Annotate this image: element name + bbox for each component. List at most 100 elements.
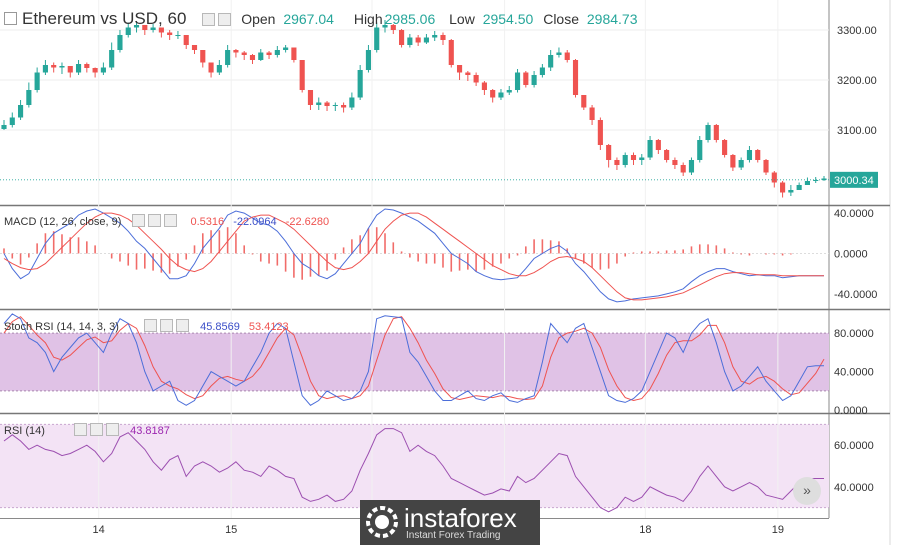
stoch-band (0, 333, 829, 391)
candle-body (365, 50, 372, 70)
candle-body (531, 75, 537, 85)
open-value: 2967.04 (283, 11, 334, 27)
last-price-label: 3000.34 (834, 175, 874, 187)
candle-body (738, 160, 744, 168)
macd-close-icon[interactable] (164, 214, 178, 227)
candle-body (622, 155, 628, 165)
macd-pane (0, 208, 829, 303)
candle-body (109, 50, 115, 68)
candle-body (407, 37, 413, 45)
macd-settings-icon[interactable] (148, 214, 162, 227)
macd-tick-label: 0.0000 (834, 248, 868, 260)
close-label: Close (543, 11, 579, 27)
rsi-pane (3, 428, 824, 513)
candle-body (755, 150, 761, 160)
candle-body (456, 65, 463, 73)
stoch-rsi-pane (3, 313, 825, 406)
stoch-d-value: 53.4123 (248, 321, 289, 333)
high-value: 2985.06 (384, 11, 436, 27)
candle-body (556, 52, 562, 55)
candle-body (274, 50, 280, 55)
candle-body (133, 25, 140, 28)
candle-body (142, 25, 148, 30)
x-tick-label: 18 (639, 524, 651, 536)
candle-body (771, 172, 777, 183)
low-label: Low (449, 11, 475, 27)
macd-tick-label: 40.0000 (834, 208, 874, 220)
symbol-title: Ethereum vs USD, 60 (22, 9, 187, 28)
candle-body (249, 55, 256, 60)
x-tick-label: 19 (772, 524, 784, 536)
candle-body (59, 66, 65, 68)
candle-body (630, 155, 637, 160)
candle-body (722, 140, 728, 155)
rsi-tick-label: 40.0000 (834, 482, 874, 494)
candle-body (804, 181, 811, 185)
candle-body (506, 90, 512, 93)
candle-body (233, 50, 239, 53)
candle-body (423, 37, 429, 43)
candle-body (813, 180, 819, 181)
instaforex-watermark: instaforex Instant Forex Trading (360, 500, 540, 545)
candle-body (42, 65, 48, 73)
rsi-legend: RSI (14) 43.8187 (4, 423, 170, 437)
candle-body (713, 125, 719, 140)
candle-body (324, 102, 330, 106)
candle-body (614, 160, 620, 165)
rsi-settings-icon[interactable] (90, 423, 104, 436)
candle-body (796, 185, 802, 190)
stoch-close-icon[interactable] (176, 319, 190, 332)
close-value: 2984.73 (586, 11, 638, 27)
candle-body (647, 140, 653, 158)
stoch-tick-label: 80.0000 (834, 328, 874, 340)
rsi-visibility-icon[interactable] (74, 423, 88, 436)
rsi-value: 43.8187 (130, 425, 170, 437)
candle-body (357, 70, 363, 98)
candle-body (548, 55, 554, 68)
candle-body (589, 107, 595, 120)
visibility-icon[interactable] (202, 13, 216, 26)
candle-body (688, 160, 695, 173)
candle-body (191, 45, 198, 50)
candle-body (9, 117, 15, 125)
candle-body (473, 75, 479, 83)
candle-body (316, 102, 322, 105)
candle-body (572, 60, 579, 95)
macd-visibility-icon[interactable] (132, 214, 146, 227)
candle-body (208, 62, 214, 73)
candle-body (299, 60, 305, 90)
candle-body (564, 52, 570, 60)
macd-tick-label: -40.0000 (834, 289, 877, 301)
candle-body (399, 30, 405, 45)
candle-body (266, 52, 272, 55)
candle-body (150, 27, 156, 30)
candle-body (307, 90, 314, 105)
candle-body (680, 165, 686, 173)
price-tick-label: 3200.00 (837, 75, 877, 87)
candle-body (581, 95, 587, 108)
candle-body (84, 64, 90, 68)
macd-signal-line (3, 212, 824, 301)
collapse-icon[interactable] (4, 12, 17, 25)
price-tick-label: 3100.00 (837, 125, 877, 137)
stoch-visibility-icon[interactable] (144, 319, 158, 332)
settings-icon[interactable] (218, 13, 232, 26)
stoch-settings-icon[interactable] (160, 319, 174, 332)
candle-body (382, 25, 388, 28)
candle-body (167, 32, 173, 35)
candle-body (597, 120, 603, 145)
candle-body (349, 97, 355, 108)
candle-body (539, 67, 545, 75)
candle-body (241, 52, 247, 55)
stoch-k-value: 45.8569 (200, 321, 240, 333)
candle-body (17, 105, 24, 118)
last-price-badge (830, 171, 878, 188)
price-tick-label: 3300.00 (837, 25, 877, 37)
candle-body (821, 178, 827, 180)
instaforex-logo-icon (366, 506, 398, 538)
candle-body (697, 140, 703, 160)
scroll-forward-button[interactable]: » (793, 477, 821, 505)
rsi-close-icon[interactable] (106, 423, 120, 436)
candle-body (498, 92, 504, 98)
